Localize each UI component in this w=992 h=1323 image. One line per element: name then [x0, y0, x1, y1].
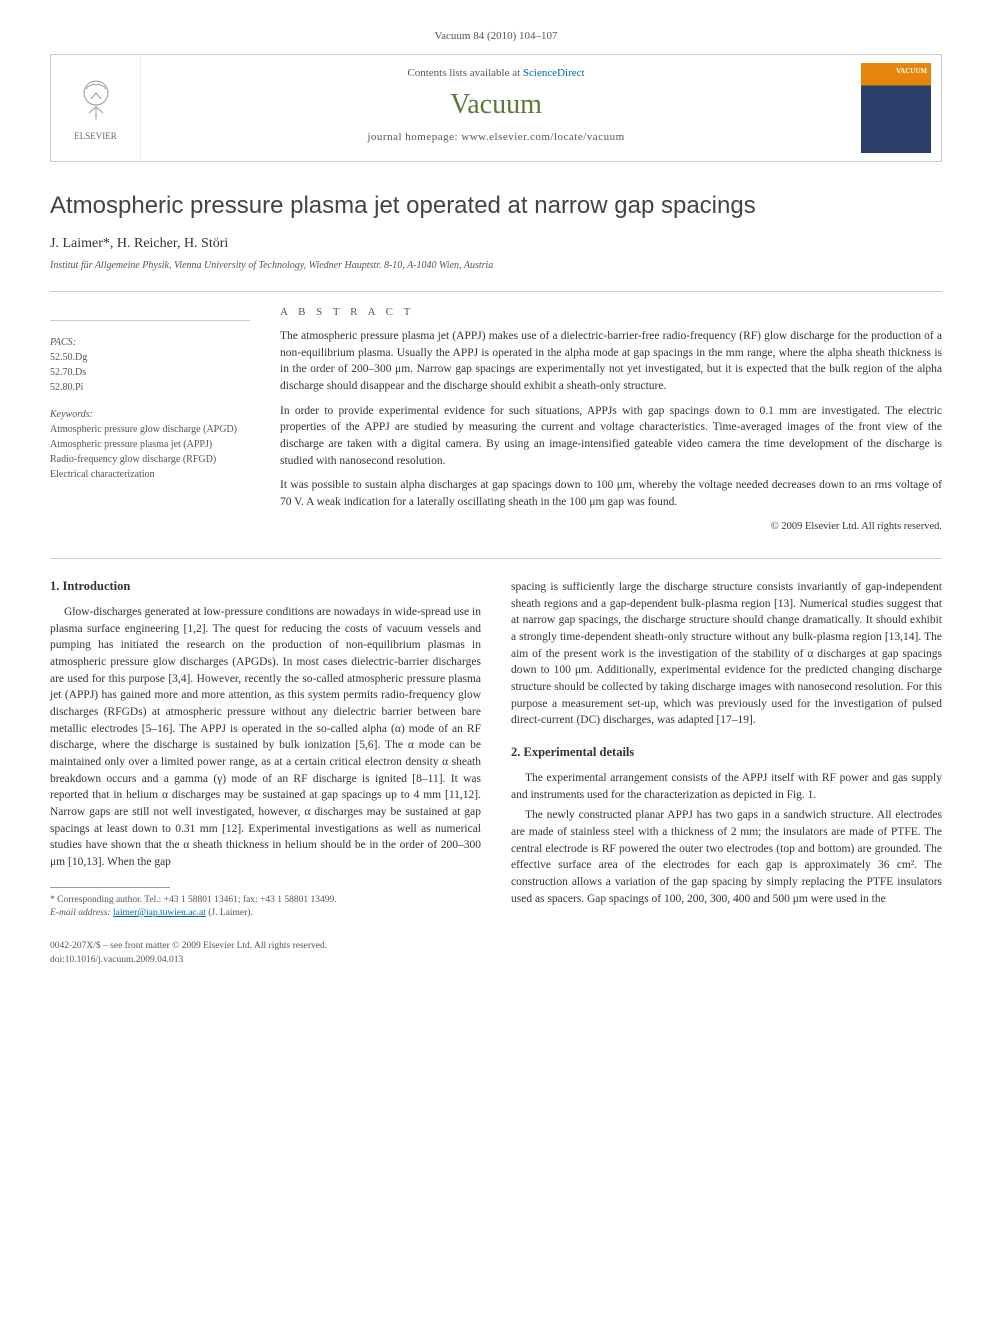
homepage-url[interactable]: www.elsevier.com/locate/vacuum [461, 131, 624, 143]
publisher-label: ELSEVIER [71, 131, 121, 141]
divider [50, 291, 942, 292]
journal-cover-thumbnail[interactable]: VACUUM [861, 63, 931, 153]
sidebar-divider [50, 320, 250, 321]
corresponding-author-footnote: * Corresponding author. Tel.: +43 1 5880… [50, 894, 481, 921]
footnote-corr: * Corresponding author. Tel.: +43 1 5880… [50, 894, 481, 907]
article-title: Atmospheric pressure plasma jet operated… [50, 192, 942, 220]
cover-thumb-cell: VACUUM [851, 55, 941, 161]
keywords-block: Keywords: Atmospheric pressure glow disc… [50, 407, 250, 482]
cover-label: VACUUM [896, 67, 927, 75]
journal-homepage-line: journal homepage: www.elsevier.com/locat… [161, 131, 831, 143]
footer-doi: doi:10.1016/j.vacuum.2009.04.013 [50, 954, 481, 967]
divider [50, 558, 942, 559]
elsevier-logo[interactable]: ELSEVIER [71, 75, 121, 141]
abstract-text: The atmospheric pressure plasma jet (APP… [280, 328, 942, 534]
pacs-label: PACS: [50, 335, 250, 350]
exp-p1: The experimental arrangement consists of… [511, 770, 942, 803]
section-heading-experimental: 2. Experimental details [511, 745, 942, 760]
abstract-heading: A B S T R A C T [280, 306, 942, 318]
body-columns: 1. Introduction Glow-discharges generate… [50, 579, 942, 967]
affiliation: Institut für Allgemeine Physik, Vienna U… [50, 260, 942, 271]
abstract-section: PACS: 52.50.Dg 52.70.Ds 52.80.Pi Keyword… [50, 306, 942, 534]
abstract-p2: In order to provide experimental evidenc… [280, 403, 942, 470]
exp-p2: The newly constructed planar APPJ has tw… [511, 807, 942, 907]
email-label: E-mail address: [50, 908, 113, 918]
article-footer: 0042-207X/$ – see front matter © 2009 El… [50, 940, 481, 967]
homepage-prefix: journal homepage: [367, 131, 461, 143]
contents-prefix: Contents lists available at [407, 67, 522, 79]
left-column: 1. Introduction Glow-discharges generate… [50, 579, 481, 967]
section-heading-intro: 1. Introduction [50, 579, 481, 594]
journal-header: ELSEVIER Contents lists available at Sci… [50, 54, 942, 162]
experimental-body: The experimental arrangement consists of… [511, 770, 942, 907]
sciencedirect-link[interactable]: ScienceDirect [523, 67, 585, 79]
corresponding-email-link[interactable]: laimer@iap.tuwien.ac.at [113, 908, 206, 918]
elsevier-tree-icon [71, 75, 121, 125]
header-center: Contents lists available at ScienceDirec… [141, 55, 851, 161]
pacs-block: PACS: 52.50.Dg 52.70.Ds 52.80.Pi [50, 335, 250, 395]
intro-body: Glow-discharges generated at low-pressur… [50, 604, 481, 871]
email-suffix: (J. Laimer). [206, 908, 253, 918]
abstract-p3: It was possible to sustain alpha dischar… [280, 477, 942, 510]
keywords-label: Keywords: [50, 407, 250, 422]
journal-name: Vacuum [161, 89, 831, 121]
footnote-email-line: E-mail address: laimer@iap.tuwien.ac.at … [50, 907, 481, 920]
contents-available-line: Contents lists available at ScienceDirec… [161, 67, 831, 79]
abstract-content: A B S T R A C T The atmospheric pressure… [280, 306, 942, 534]
abstract-p1: The atmospheric pressure plasma jet (APP… [280, 328, 942, 395]
footnote-separator [50, 887, 170, 888]
keywords-list: Atmospheric pressure glow discharge (APG… [50, 422, 250, 482]
abstract-copyright: © 2009 Elsevier Ltd. All rights reserved… [280, 519, 942, 534]
article-info-sidebar: PACS: 52.50.Dg 52.70.Ds 52.80.Pi Keyword… [50, 306, 250, 534]
publisher-logo-cell: ELSEVIER [51, 55, 141, 161]
intro-paragraph: Glow-discharges generated at low-pressur… [50, 604, 481, 871]
intro-continuation: spacing is sufficiently large the discha… [511, 579, 942, 729]
footer-line1: 0042-207X/$ – see front matter © 2009 El… [50, 940, 481, 953]
right-column: spacing is sufficiently large the discha… [511, 579, 942, 967]
journal-reference: Vacuum 84 (2010) 104–107 [50, 30, 942, 42]
intro-cont-paragraph: spacing is sufficiently large the discha… [511, 579, 942, 729]
author-list: J. Laimer*, H. Reicher, H. Störi [50, 236, 942, 252]
pacs-codes: 52.50.Dg 52.70.Ds 52.80.Pi [50, 350, 250, 395]
